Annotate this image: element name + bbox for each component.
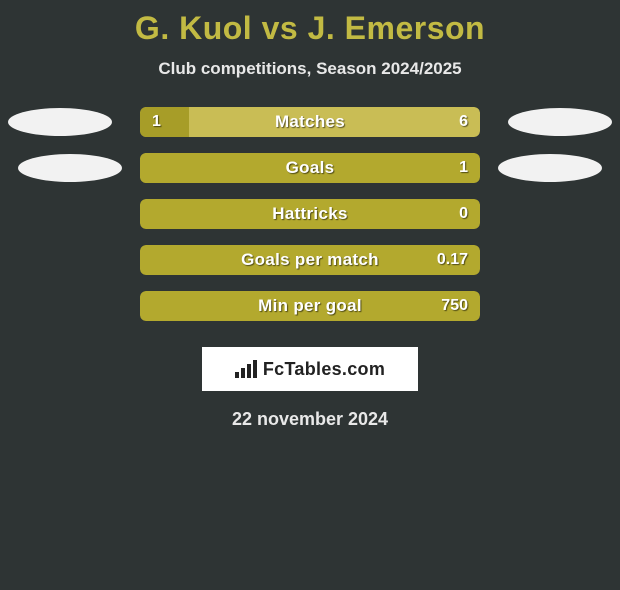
stat-right-value: 0.17	[437, 245, 468, 275]
stat-label: Hattricks	[140, 199, 480, 229]
bar-chart-icon	[235, 360, 257, 378]
stat-right-value: 750	[441, 291, 468, 321]
fctables-logo[interactable]: FcTables.com	[202, 347, 418, 391]
stat-label: Min per goal	[140, 291, 480, 321]
stats-container: 1Matches6Goals1Hattricks0Goals per match…	[0, 107, 620, 337]
stat-row: Min per goal750	[0, 291, 620, 337]
stat-label: Goals per match	[140, 245, 480, 275]
subtitle: Club competitions, Season 2024/2025	[0, 59, 620, 79]
stat-row: Hattricks0	[0, 199, 620, 245]
page-title: G. Kuol vs J. Emerson	[0, 10, 620, 47]
stat-right-value: 1	[459, 153, 468, 183]
stat-label: Goals	[140, 153, 480, 183]
player-left-oval	[8, 108, 112, 136]
logo-text: FcTables.com	[263, 359, 385, 380]
stat-row: Goals1	[0, 153, 620, 199]
snapshot-date: 22 november 2024	[0, 409, 620, 430]
stat-right-value: 6	[459, 107, 468, 137]
stat-row: 1Matches6	[0, 107, 620, 153]
player-right-oval	[498, 154, 602, 182]
player-left-oval	[18, 154, 122, 182]
stat-row: Goals per match0.17	[0, 245, 620, 291]
player-right-oval	[508, 108, 612, 136]
stat-right-value: 0	[459, 199, 468, 229]
stat-label: Matches	[140, 107, 480, 137]
